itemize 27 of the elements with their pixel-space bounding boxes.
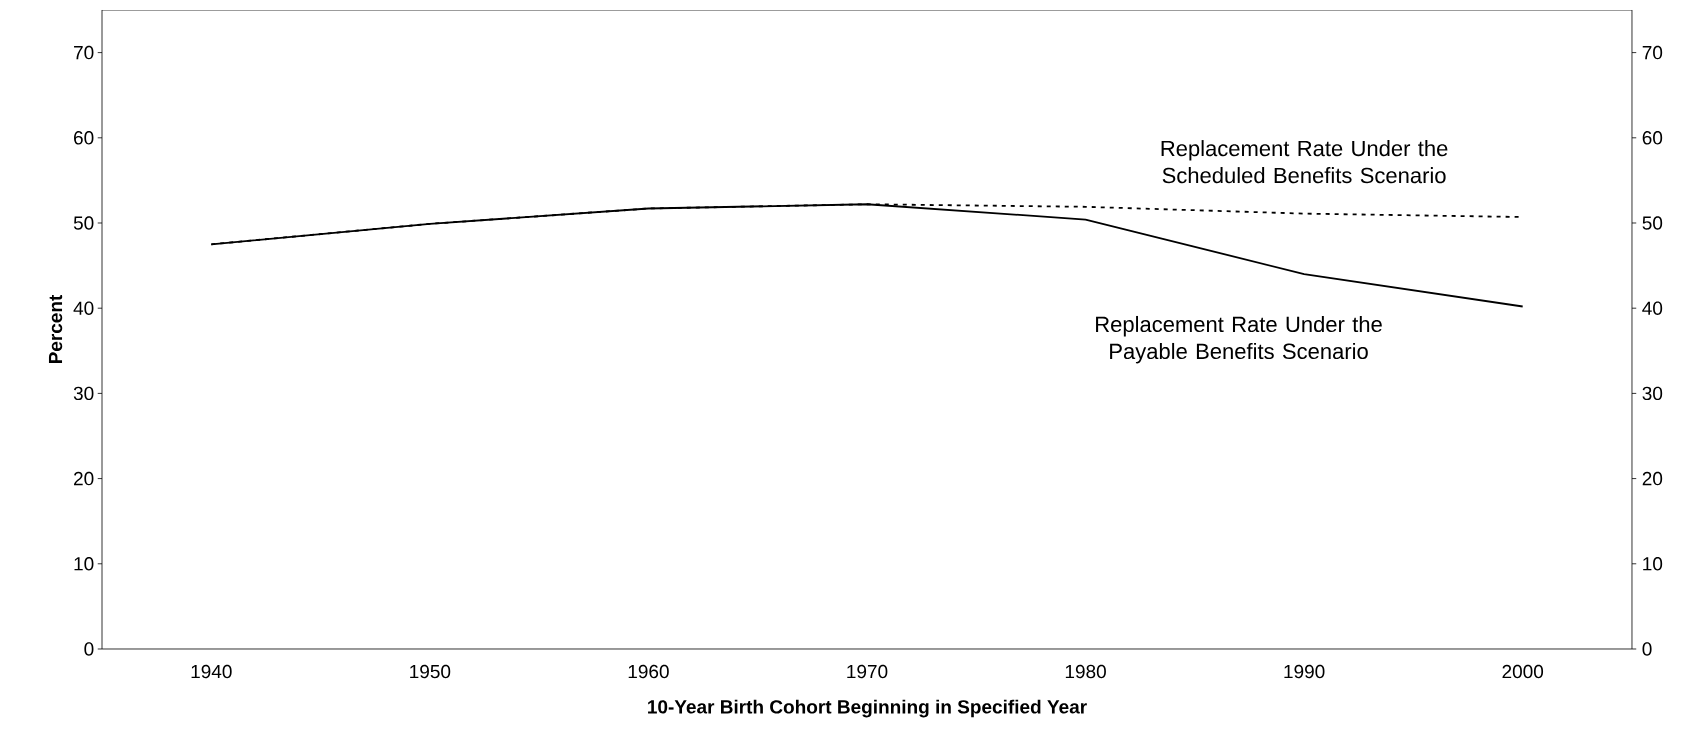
- y2-tick-label: 60: [1642, 131, 1663, 145]
- y-axis-title: Percent: [48, 294, 63, 364]
- y-tick-label: 60: [74, 131, 94, 145]
- x-tick-label: 1970: [847, 664, 888, 679]
- y-tick-label: 40: [73, 301, 94, 315]
- y2-tick-label: 30: [1642, 386, 1663, 401]
- y2-tick-label: 40: [1642, 301, 1663, 315]
- series-label: Replacement Rate Under the Scheduled Benefits Scenario: [1161, 140, 1448, 184]
- y-tick-label: 0: [84, 642, 94, 656]
- y-tick-label: 30: [73, 386, 94, 401]
- y2-tick-label: 0: [1642, 642, 1652, 656]
- x-tick-label: 1940: [191, 664, 232, 679]
- y2-tick-label: 50: [1642, 216, 1663, 230]
- x-tick-label: 1950: [410, 664, 451, 679]
- y2-tick-label: 70: [1642, 45, 1663, 60]
- y-tick-label: 50: [73, 216, 94, 230]
- y2-tick-label: 20: [1642, 471, 1663, 486]
- x-axis-title: 10-Year Birth Cohort Beginning in Specified Year: [648, 699, 1087, 718]
- y-tick-label: 20: [74, 471, 94, 486]
- y-tick-label: 10: [74, 557, 94, 571]
- y-tick-label: 70: [74, 45, 94, 60]
- x-tick-label: 1990: [1284, 664, 1325, 679]
- series-label: Replacement Rate Under the Payable Benefits Scenario: [1096, 315, 1382, 364]
- x-tick-label: 2000: [1502, 664, 1544, 679]
- y2-tick-label: 10: [1643, 557, 1663, 571]
- x-tick-label: 1980: [1065, 664, 1106, 679]
- x-tick-label: 1960: [628, 664, 669, 679]
